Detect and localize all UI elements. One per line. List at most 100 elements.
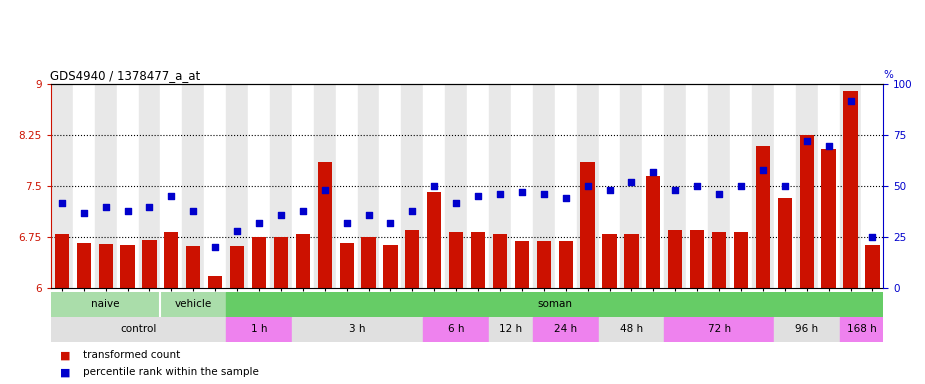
- Point: [514, 189, 529, 195]
- Bar: [515, 240, 529, 288]
- Bar: [840, 84, 861, 288]
- Point: [295, 208, 310, 214]
- Bar: [186, 246, 201, 288]
- Text: 48 h: 48 h: [620, 324, 643, 334]
- Point: [602, 187, 617, 194]
- Text: vehicle: vehicle: [175, 299, 212, 310]
- Text: GDS4940 / 1378477_a_at: GDS4940 / 1378477_a_at: [50, 69, 201, 82]
- Point: [186, 208, 201, 214]
- Point: [339, 220, 354, 226]
- Bar: [734, 232, 748, 288]
- Bar: [730, 84, 752, 288]
- Bar: [51, 84, 73, 288]
- Bar: [362, 237, 376, 288]
- Bar: [94, 84, 117, 288]
- Bar: [664, 84, 686, 288]
- Point: [55, 199, 69, 205]
- Text: 1 h: 1 h: [251, 324, 267, 334]
- Point: [383, 220, 398, 226]
- Bar: [445, 84, 467, 288]
- Bar: [424, 317, 489, 342]
- Bar: [314, 84, 336, 288]
- Bar: [712, 232, 726, 288]
- Text: control: control: [120, 324, 156, 334]
- Text: ■: ■: [60, 367, 70, 377]
- Point: [493, 191, 508, 197]
- Bar: [208, 276, 222, 288]
- Bar: [99, 244, 113, 288]
- Bar: [51, 317, 226, 342]
- Bar: [467, 84, 489, 288]
- Bar: [274, 237, 288, 288]
- Bar: [317, 162, 332, 288]
- Point: [756, 167, 771, 173]
- Point: [821, 142, 836, 149]
- Text: transformed count: transformed count: [83, 350, 180, 360]
- Text: 168 h: 168 h: [846, 324, 876, 334]
- Bar: [120, 245, 135, 288]
- Bar: [489, 84, 511, 288]
- Text: percentile rank within the sample: percentile rank within the sample: [83, 367, 259, 377]
- Point: [361, 212, 376, 218]
- Bar: [533, 84, 555, 288]
- Point: [229, 228, 244, 234]
- Text: 6 h: 6 h: [448, 324, 464, 334]
- Bar: [818, 84, 840, 288]
- Bar: [165, 232, 179, 288]
- Point: [317, 187, 332, 194]
- Point: [646, 169, 660, 175]
- Bar: [73, 84, 94, 288]
- Bar: [668, 230, 683, 288]
- Point: [252, 220, 266, 226]
- Bar: [401, 84, 424, 288]
- Bar: [405, 230, 419, 288]
- Bar: [226, 317, 292, 342]
- Bar: [576, 84, 598, 288]
- Bar: [427, 192, 441, 288]
- Text: naive: naive: [92, 299, 120, 310]
- Point: [120, 208, 135, 214]
- Bar: [511, 84, 533, 288]
- Bar: [379, 84, 401, 288]
- Bar: [621, 84, 642, 288]
- Bar: [471, 232, 486, 288]
- Bar: [51, 292, 160, 317]
- Bar: [424, 84, 445, 288]
- Bar: [55, 234, 69, 288]
- Point: [164, 194, 179, 200]
- Point: [77, 210, 92, 216]
- Text: %: %: [883, 70, 894, 80]
- Bar: [292, 84, 314, 288]
- Text: 3 h: 3 h: [350, 324, 365, 334]
- Bar: [383, 245, 398, 288]
- Bar: [799, 136, 814, 288]
- Point: [734, 183, 748, 189]
- Bar: [774, 317, 840, 342]
- Bar: [844, 91, 857, 288]
- Bar: [296, 234, 310, 288]
- Bar: [230, 246, 244, 288]
- Bar: [139, 84, 160, 288]
- Point: [208, 244, 223, 250]
- Bar: [160, 292, 226, 317]
- Text: 96 h: 96 h: [796, 324, 819, 334]
- Bar: [647, 176, 660, 288]
- Bar: [336, 84, 358, 288]
- Bar: [248, 84, 270, 288]
- Bar: [756, 146, 770, 288]
- Bar: [664, 317, 774, 342]
- Text: soman: soman: [537, 299, 573, 310]
- Bar: [358, 84, 379, 288]
- Bar: [778, 199, 792, 288]
- Bar: [252, 237, 266, 288]
- Bar: [774, 84, 796, 288]
- Bar: [533, 317, 598, 342]
- Bar: [602, 234, 617, 288]
- Point: [711, 191, 726, 197]
- Point: [426, 183, 441, 189]
- Bar: [865, 245, 880, 288]
- Point: [274, 212, 289, 218]
- Bar: [752, 84, 774, 288]
- Bar: [709, 84, 730, 288]
- Bar: [142, 240, 156, 288]
